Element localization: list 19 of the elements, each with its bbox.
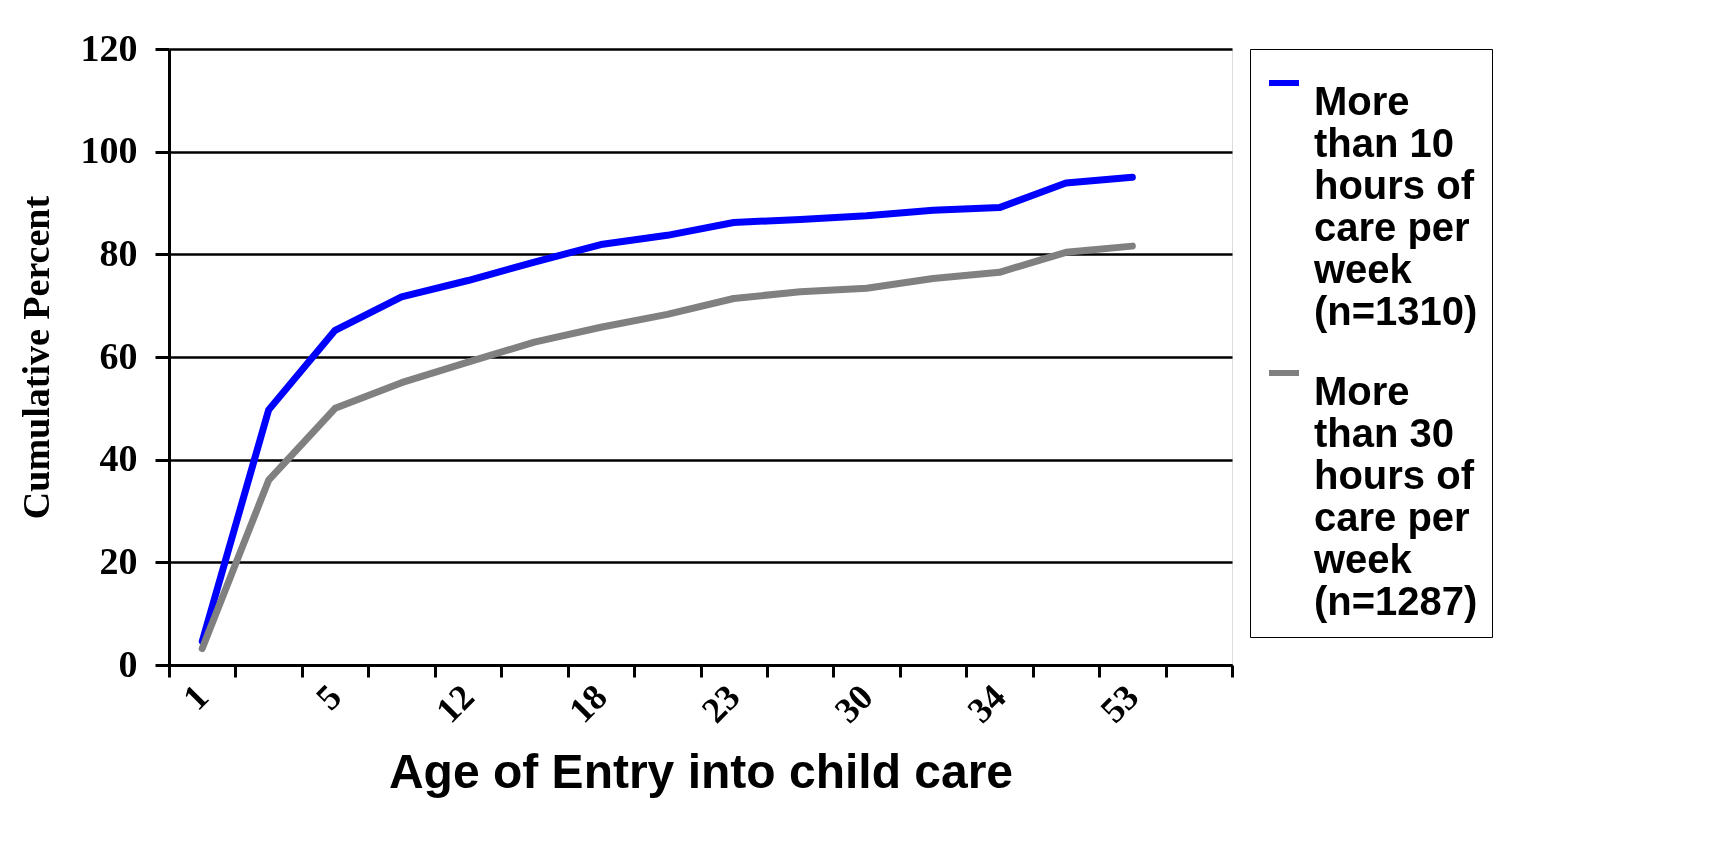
y-tick-label: 120 xyxy=(80,26,138,69)
legend-label: More than 10 hours of care per week (n=1310) xyxy=(1313,79,1478,333)
x-tick-label: 23 xyxy=(693,676,748,731)
y-tick-label: 80 xyxy=(99,231,138,274)
x-tick-label: 1 xyxy=(175,676,217,718)
x-tick-label: 5 xyxy=(308,676,350,718)
y-tick-label: 100 xyxy=(80,129,138,172)
x-tick-label: 18 xyxy=(561,676,615,731)
y-tick-label: 60 xyxy=(99,334,138,377)
y-tick-label: 0 xyxy=(118,642,138,685)
x-tick-label: 53 xyxy=(1092,676,1147,731)
x-tick-label: 12 xyxy=(428,676,482,731)
legend-label: More than 30 hours of care per week (n=1287) xyxy=(1313,369,1478,623)
x-tick-label: 34 xyxy=(959,676,1014,731)
y-tick-label: 20 xyxy=(99,539,138,582)
y-tick-label: 40 xyxy=(99,437,138,480)
x-axis-title: Age of Entry into child care xyxy=(388,744,1014,798)
y-axis-title: Cumulative Percent xyxy=(14,195,57,520)
x-tick-label: 30 xyxy=(826,676,881,731)
